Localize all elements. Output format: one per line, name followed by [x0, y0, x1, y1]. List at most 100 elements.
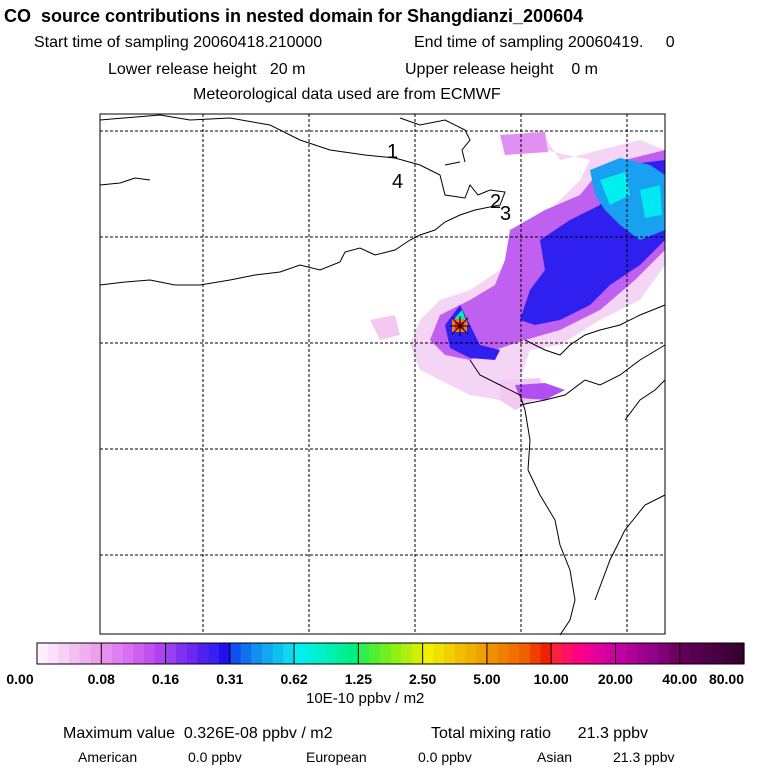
colorbar-cell — [722, 643, 734, 664]
colorbar-tick-label: 2.50 — [409, 671, 436, 687]
colorbar-tick-label: 80.00 — [709, 671, 744, 687]
colorbar-cell — [401, 643, 413, 664]
colorbar-cell — [272, 643, 284, 664]
colorbar-cell — [229, 643, 242, 664]
colorbar-cell — [551, 643, 563, 664]
total-mixing-ratio-label: Total mixing ratio 21.3 ppbv — [431, 725, 648, 742]
colorbar-cell — [219, 643, 231, 664]
region-european-name: European — [306, 749, 367, 765]
colorbar-cell — [47, 643, 60, 664]
colorbar-cell — [476, 643, 488, 664]
colorbar-cell — [679, 643, 692, 664]
colorbar-cell — [615, 643, 627, 664]
station-label-3: 3 — [500, 203, 511, 225]
met-data-label: Meteorological data used are from ECMWF — [193, 86, 501, 103]
colorbar-cell — [444, 643, 456, 664]
colorbar-cell — [144, 643, 156, 664]
colorbar-tick-label: 5.00 — [473, 671, 500, 687]
colorbar-cell — [690, 643, 702, 664]
map-frame — [99, 113, 666, 635]
start-time-label: Start time of sampling 20060418.210000 — [34, 34, 323, 51]
colorbar-cell — [733, 643, 745, 664]
colorbar-cell — [90, 643, 102, 664]
colorbar-tick-label: 0.00 — [6, 671, 33, 687]
colorbar-cell — [261, 643, 274, 664]
colorbar-tick-label: 10.00 — [534, 671, 569, 687]
colorbar-cell — [465, 643, 477, 664]
lat-lon-grid — [100, 114, 665, 634]
colorbar-cell — [636, 643, 649, 664]
region-american-value: 0.0 ppbv — [188, 749, 242, 765]
colorbar-cell — [37, 643, 49, 664]
station-marker-icon — [450, 316, 470, 336]
colorbar-cell — [358, 643, 370, 664]
colorbar-tick-label: 0.16 — [152, 671, 179, 687]
colorbar-cell — [561, 643, 574, 664]
colorbar-cell — [594, 643, 606, 664]
colorbar-cell — [411, 643, 424, 664]
map-title: CO source contributions in nested domain… — [4, 6, 584, 26]
colorbar-cell — [251, 643, 263, 664]
colorbar-tick-label: 0.62 — [280, 671, 307, 687]
colorbar-cell — [486, 643, 499, 664]
colorbar-cell — [433, 643, 445, 664]
colorbar-cell — [240, 643, 252, 664]
colorbar-cell — [304, 643, 317, 664]
colorbar-cell — [165, 643, 177, 664]
station-label-4: 4 — [392, 171, 403, 193]
colorbar-cell — [390, 643, 402, 664]
colorbar-cell — [294, 643, 306, 664]
colorbar-cell — [101, 643, 113, 664]
colorbar-tick-label: 20.00 — [598, 671, 633, 687]
colorbar-cell — [58, 643, 70, 664]
region-american-name: American — [78, 749, 138, 765]
colorbar-cell — [604, 643, 617, 664]
colorbar-cell — [197, 643, 209, 664]
colorbar-cell — [519, 643, 531, 664]
colorbar-cell — [176, 643, 188, 664]
colorbar-cell — [111, 643, 124, 664]
colorbar-cell — [626, 643, 638, 664]
colorbar-cell — [154, 643, 167, 664]
colorbar-units: 10E-10 ppbv / m2 — [306, 690, 425, 707]
colorbar-cell — [658, 643, 670, 664]
colorbar-cell — [133, 643, 145, 664]
colorbar-tick-label: 0.31 — [216, 671, 243, 687]
colorbar-cell — [701, 643, 713, 664]
colorbar-cell — [369, 643, 381, 664]
colorbar-cell — [186, 643, 199, 664]
colorbar-cell — [379, 643, 392, 664]
concentration-field — [370, 130, 665, 410]
colorbar-cell — [583, 643, 595, 664]
colorbar-tick-label: 1.25 — [345, 671, 372, 687]
colorbar-cell — [79, 643, 92, 664]
colorbar-cell — [669, 643, 681, 664]
colorbar-cell — [122, 643, 135, 664]
colorbar-cell — [315, 643, 327, 664]
station-label-2: 2 — [490, 191, 501, 213]
colorbar-cell — [326, 643, 338, 664]
colorbar-cell — [497, 643, 509, 664]
region-asian-value: 21.3 ppbv — [613, 749, 675, 765]
colorbar-cell — [508, 643, 520, 664]
coastlines — [99, 114, 666, 636]
colorbar-cell — [336, 643, 349, 664]
region-european-value: 0.0 ppbv — [418, 749, 472, 765]
region-asian-name: Asian — [537, 749, 573, 765]
colorbar-tick-label: 40.00 — [662, 671, 697, 687]
colorbar-cell — [454, 643, 467, 664]
station-label-1: 1 — [387, 141, 398, 163]
colorbar-cell — [647, 643, 659, 664]
colorbar-cell — [69, 643, 81, 664]
colorbar-cell — [347, 643, 359, 664]
colorbar-tick-label: 0.08 — [88, 671, 115, 687]
colorbar-cell — [422, 643, 434, 664]
colorbar-cell — [572, 643, 584, 664]
colorbar-cell — [529, 643, 542, 664]
end-time-label: End time of sampling 20060419. 0 — [414, 34, 675, 51]
colorbar-cell — [540, 643, 552, 664]
colorbar-cell — [711, 643, 724, 664]
upper-release-label: Upper release height 0 m — [405, 61, 598, 78]
